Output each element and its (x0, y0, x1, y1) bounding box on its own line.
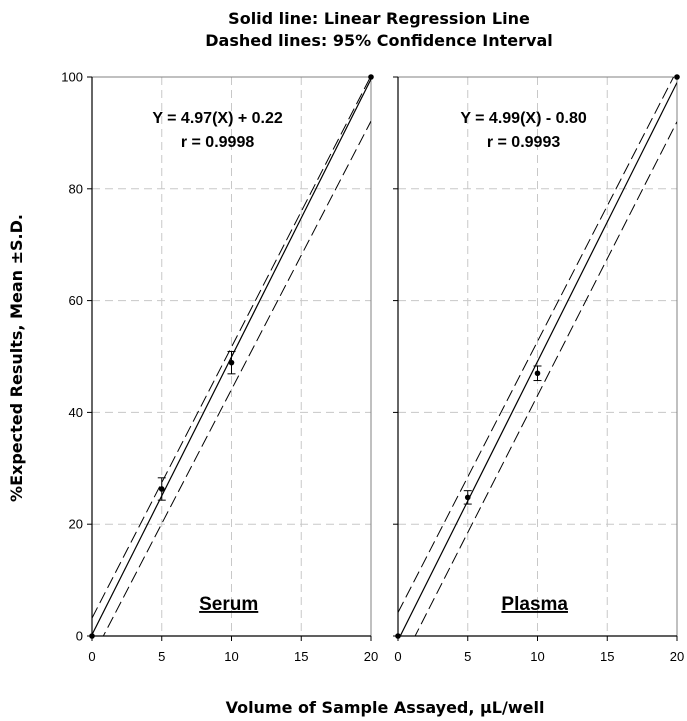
panel-serum: 0 20 40 60 80 100 0 5 10 15 20 Y = 4.97(X) + 0.22 r … (61, 70, 378, 665)
panel-serum-ci-lower-line (102, 120, 371, 636)
panel-serum-point-3 (368, 74, 374, 80)
chart-title-line-2: Dashed lines: 95% Confidence Interval (205, 31, 552, 50)
y-tick-label-80: 80 (69, 181, 83, 196)
y-tick-label-20: 20 (69, 517, 83, 532)
panel-plasma-ci-lower-line (414, 121, 677, 636)
panel-plasma-x-tick-label-5: 5 (464, 649, 471, 664)
panel-serum-point-2 (228, 359, 235, 366)
panel-plasma-point-2 (534, 370, 541, 377)
x-axis-label: Volume of Sample Assayed, µL/well (226, 698, 545, 717)
panel-serum-x-tick-label-0: 0 (88, 649, 95, 664)
chart-title-line-1: Solid line: Linear Regression Line (228, 9, 530, 28)
panel-plasma-point-1 (464, 494, 471, 501)
panel-serum-equation: Y = 4.97(X) + 0.22 (152, 110, 283, 127)
y-tick-label-100: 100 (61, 70, 83, 85)
panel-serum-x-tick-label-15: 15 (294, 649, 308, 664)
y-tick-label-60: 60 (69, 293, 83, 308)
panel-plasma-regression-line (399, 82, 677, 636)
panel-serum-x-tick-label-20: 20 (364, 649, 378, 664)
panel-serum-x-tick-label-10: 10 (224, 649, 238, 664)
panel-serum-point-0 (89, 633, 95, 639)
y-tick-label-0: 0 (76, 629, 83, 644)
panel-plasma-x-tick-label-10: 10 (530, 649, 544, 664)
panel-plasma-label: Plasma (501, 594, 568, 615)
panel-plasma-point-0 (395, 633, 401, 639)
panel-plasma-x-tick-label-15: 15 (600, 649, 614, 664)
panel-serum-x-tick-label-5: 5 (158, 649, 165, 664)
y-tick-label-40: 40 (69, 405, 83, 420)
panel-plasma: 0 5 10 15 20 Y = 4.99(X) - 0.80 r = 0.9993 Plas… (393, 74, 684, 664)
panel-serum-point-1 (158, 486, 165, 492)
panel-plasma-x-tick-label-0: 0 (394, 649, 401, 664)
panel-serum-r-value: r = 0.9998 (181, 134, 255, 151)
panel-plasma-x-tick-label-20: 20 (670, 649, 684, 664)
panel-plasma-r-value: r = 0.9993 (487, 134, 561, 151)
y-axis-label: %Expected Results, Mean ±S.D. (7, 214, 26, 502)
panel-plasma-equation: Y = 4.99(X) - 0.80 (460, 110, 587, 127)
panel-plasma-lines (398, 77, 677, 636)
panel-plasma-point-3 (674, 74, 680, 80)
panel-serum-label: Serum (199, 594, 258, 615)
